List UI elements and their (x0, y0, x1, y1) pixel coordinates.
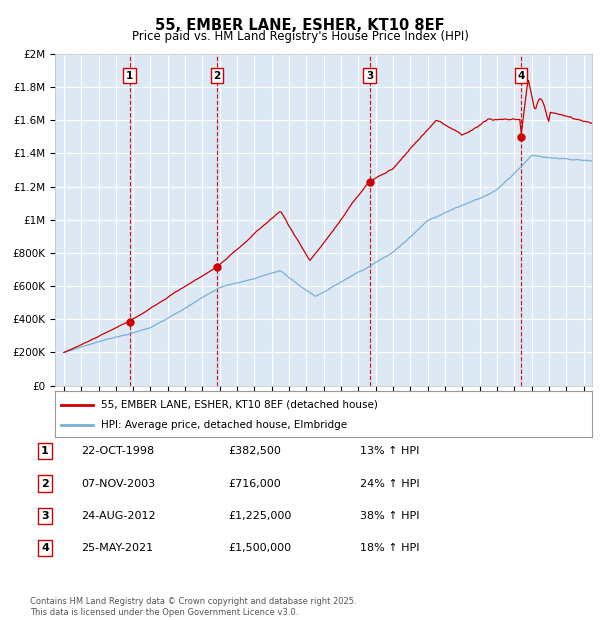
Text: 2: 2 (214, 71, 221, 81)
Text: 1: 1 (41, 446, 49, 456)
Text: £382,500: £382,500 (228, 446, 281, 456)
Text: 4: 4 (517, 71, 524, 81)
Text: 07-NOV-2003: 07-NOV-2003 (81, 479, 155, 489)
Text: 24-AUG-2012: 24-AUG-2012 (81, 511, 155, 521)
Text: £1,500,000: £1,500,000 (228, 543, 291, 553)
Text: 18% ↑ HPI: 18% ↑ HPI (360, 543, 419, 553)
Text: 1: 1 (126, 71, 133, 81)
Text: 22-OCT-1998: 22-OCT-1998 (81, 446, 154, 456)
Text: 24% ↑ HPI: 24% ↑ HPI (360, 479, 419, 489)
Text: 38% ↑ HPI: 38% ↑ HPI (360, 511, 419, 521)
Text: HPI: Average price, detached house, Elmbridge: HPI: Average price, detached house, Elmb… (101, 420, 347, 430)
Text: £716,000: £716,000 (228, 479, 281, 489)
Text: £1,225,000: £1,225,000 (228, 511, 292, 521)
Text: 13% ↑ HPI: 13% ↑ HPI (360, 446, 419, 456)
Text: 3: 3 (366, 71, 373, 81)
Text: 55, EMBER LANE, ESHER, KT10 8EF (detached house): 55, EMBER LANE, ESHER, KT10 8EF (detache… (101, 399, 378, 410)
Text: 3: 3 (41, 511, 49, 521)
Text: 25-MAY-2021: 25-MAY-2021 (81, 543, 153, 553)
Text: 55, EMBER LANE, ESHER, KT10 8EF: 55, EMBER LANE, ESHER, KT10 8EF (155, 18, 445, 33)
Text: 4: 4 (41, 543, 49, 553)
Text: Price paid vs. HM Land Registry's House Price Index (HPI): Price paid vs. HM Land Registry's House … (131, 30, 469, 43)
Text: Contains HM Land Registry data © Crown copyright and database right 2025.
This d: Contains HM Land Registry data © Crown c… (30, 598, 356, 617)
Text: 2: 2 (41, 479, 49, 489)
